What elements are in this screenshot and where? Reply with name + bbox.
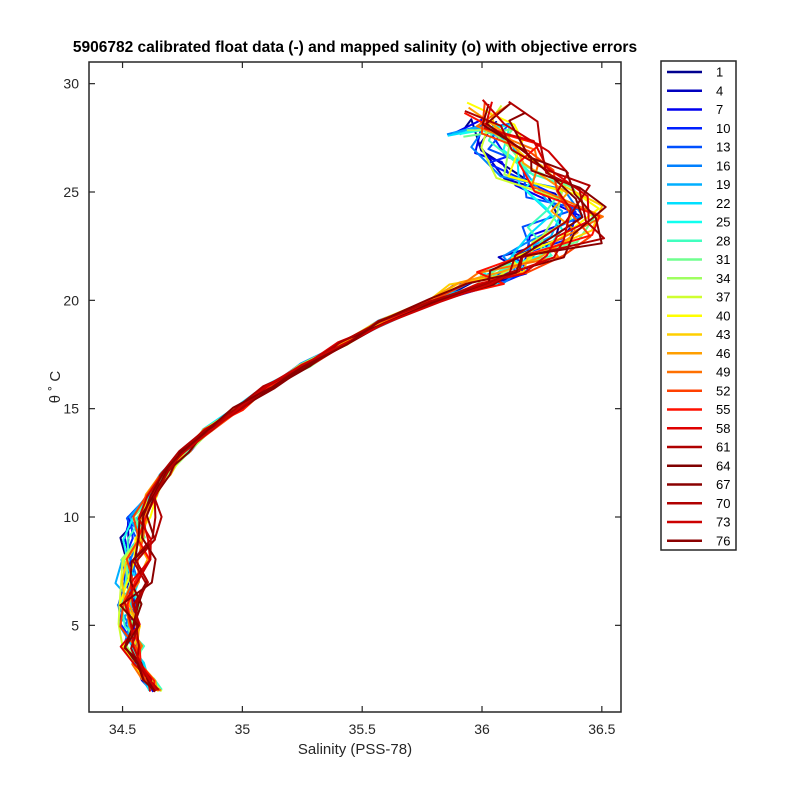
plot-frame (88, 61, 622, 713)
x-tick-label: 34.5 (109, 721, 136, 737)
y-tick-label: 25 (63, 184, 79, 200)
legend-entry: 70 (716, 496, 730, 511)
chart-title: 5906782 calibrated float data (-) and ma… (73, 39, 637, 56)
legend-entry: 25 (716, 215, 730, 230)
legend-box (660, 60, 737, 551)
legend-entry: 55 (716, 402, 730, 417)
x-tick-label: 36.5 (588, 721, 615, 737)
legend: 1 4 7 10 13 16 19 22 25 28 31 34 37 40 43 46 49 52 55 58 61 6… (667, 65, 730, 548)
legend-entry: 61 (716, 440, 730, 455)
legend-entry: 52 (716, 383, 730, 398)
legend-entry: 7 (716, 102, 723, 117)
profile-lines (114, 99, 607, 693)
legend-entry: 40 (716, 308, 730, 323)
legend-entry: 10 (716, 121, 730, 136)
legend-entry: 22 (716, 196, 730, 211)
y-tick-label: 15 (63, 401, 79, 417)
legend-entry: 13 (716, 140, 730, 155)
y-tick-label: 20 (63, 292, 79, 308)
legend-entry: 73 (716, 515, 730, 530)
legend-entry: 76 (716, 533, 730, 548)
axis-ticks: 34.5 35 35.5 36 36.5 5 10 15 20 25 30 (63, 62, 621, 737)
x-tick-label: 35 (235, 721, 251, 737)
legend-entry: 64 (716, 458, 730, 473)
y-tick-label: 30 (63, 76, 79, 92)
y-tick-label: 10 (63, 509, 79, 525)
profile-line (119, 111, 603, 693)
y-axis-label: θ ˚ C (47, 371, 64, 404)
y-tick-label: 5 (71, 617, 79, 633)
legend-entry: 49 (716, 365, 730, 380)
legend-entry: 28 (716, 233, 730, 248)
x-axis-label: Salinity (PSS-78) (298, 741, 412, 758)
profile-line (123, 102, 607, 693)
legend-entry: 37 (716, 290, 730, 305)
legend-entry: 58 (716, 421, 730, 436)
legend-entry: 67 (716, 477, 730, 492)
legend-entry: 19 (716, 177, 730, 192)
legend-entry: 4 (716, 83, 723, 98)
x-tick-label: 36 (474, 721, 490, 737)
legend-entry: 34 (716, 271, 730, 286)
legend-entry: 1 (716, 65, 723, 80)
x-tick-label: 35.5 (349, 721, 376, 737)
legend-entry: 31 (716, 252, 730, 267)
legend-entry: 43 (716, 327, 730, 342)
legend-entry: 16 (716, 158, 730, 173)
legend-entry: 46 (716, 346, 730, 361)
